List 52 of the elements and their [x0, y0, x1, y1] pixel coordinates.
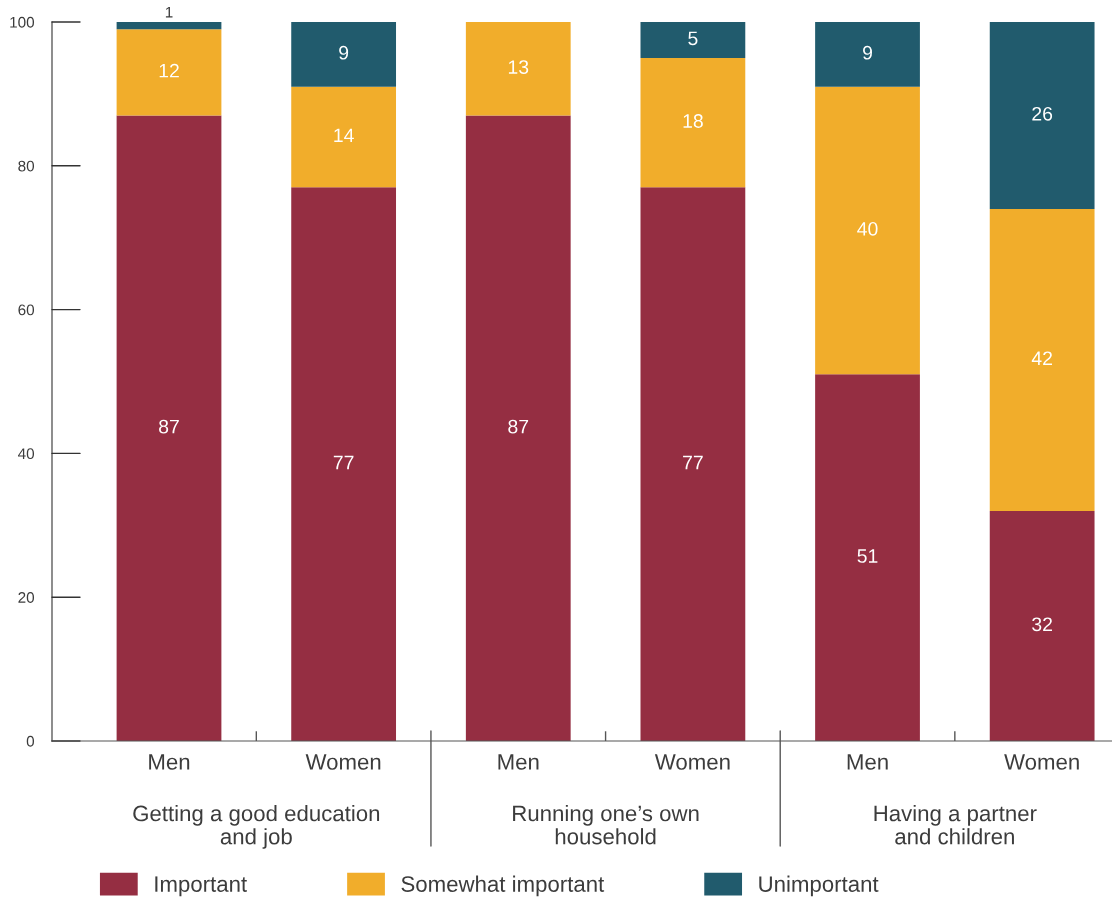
data-label: 77: [333, 455, 354, 470]
data-label: 40: [857, 221, 878, 236]
bar: [989, 22, 1095, 209]
bar: [640, 57, 746, 188]
text: Running one’s own household: [513, 805, 699, 845]
data-label: 87: [159, 419, 179, 434]
data-label: 12: [159, 63, 179, 78]
bar: [640, 22, 746, 58]
bar: [116, 115, 222, 741]
bar: [815, 22, 920, 87]
x-tick-label: Women: [654, 754, 730, 770]
legend-label: Important: [155, 876, 247, 897]
bar: [989, 208, 1095, 511]
y-tick-label: 60: [18, 304, 35, 316]
y-tick-label: 40: [18, 448, 35, 460]
legend-label: Unimportant: [759, 875, 879, 897]
bar: [815, 86, 920, 375]
x-tick-label: Women: [305, 754, 381, 770]
data-label: 9: [339, 45, 349, 60]
bar: [640, 187, 746, 741]
y-tick-label: 80: [18, 160, 35, 172]
bar: [989, 510, 1095, 741]
data-label: 26: [1032, 106, 1053, 121]
data-label: 42: [1031, 351, 1052, 365]
y-tick-label: 20: [18, 592, 35, 603]
data-label: 13: [508, 60, 529, 74]
y-tick-label: 100: [10, 16, 35, 28]
data-label: 9: [863, 45, 872, 60]
data-label: 18: [683, 114, 703, 128]
bar: [291, 187, 397, 741]
data-label: 14: [334, 128, 354, 143]
x-tick-label: Men: [149, 754, 190, 770]
data-label: 77: [683, 455, 703, 470]
data-label: 87: [508, 419, 529, 434]
data-label: 51: [857, 549, 878, 563]
bar: [116, 29, 222, 116]
bar: [291, 22, 397, 87]
x-tick-label: Men: [498, 754, 539, 770]
text: Having a partner and children: [874, 805, 1037, 845]
x-tick-label: Men: [847, 754, 888, 770]
data-label: 5: [688, 31, 698, 46]
data-label: 32: [1032, 617, 1052, 632]
y-tick-label: 0: [26, 735, 35, 747]
text: Getting a good education and job: [133, 805, 380, 849]
bar: [116, 22, 222, 30]
bar: [465, 115, 571, 741]
legend-label: Somewhat important: [401, 875, 605, 897]
bar: [465, 22, 571, 116]
data-label: 1: [165, 6, 173, 18]
bar: [815, 374, 920, 741]
bar: [291, 86, 397, 188]
x-tick-label: Women: [1004, 754, 1079, 770]
